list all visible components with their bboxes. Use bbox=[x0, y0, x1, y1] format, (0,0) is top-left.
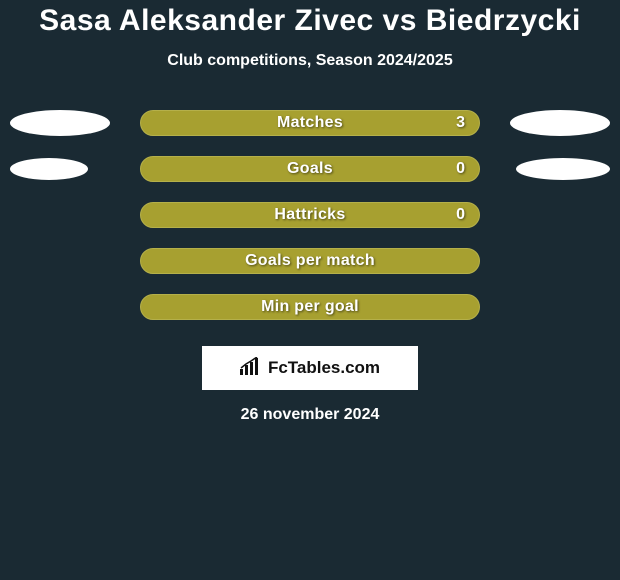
page-subtitle: Club competitions, Season 2024/2025 bbox=[0, 52, 620, 70]
comparison-chart: Matches3Goals0Hattricks0Goals per matchM… bbox=[0, 100, 620, 330]
stat-bar: Matches3 bbox=[140, 110, 480, 136]
player-right-ellipse bbox=[516, 158, 610, 180]
stat-row: Hattricks0 bbox=[0, 192, 620, 238]
player-right-ellipse bbox=[510, 110, 610, 136]
brand-chart-icon bbox=[240, 357, 262, 380]
brand-box: FcTables.com bbox=[202, 346, 418, 390]
stat-label: Goals bbox=[141, 160, 479, 178]
stat-bar: Goals per match bbox=[140, 248, 480, 274]
stat-bar: Min per goal bbox=[140, 294, 480, 320]
stat-label: Matches bbox=[141, 114, 479, 132]
stat-bar: Hattricks0 bbox=[140, 202, 480, 228]
stat-row: Goals0 bbox=[0, 146, 620, 192]
stat-bar: Goals0 bbox=[140, 156, 480, 182]
brand-text: FcTables.com bbox=[268, 358, 380, 378]
stat-value: 0 bbox=[456, 206, 465, 224]
page-title: Sasa Aleksander Zivec vs Biedrzycki bbox=[0, 0, 620, 38]
page-root: Sasa Aleksander Zivec vs Biedrzycki Club… bbox=[0, 0, 620, 580]
player-left-ellipse bbox=[10, 158, 88, 180]
stat-value: 3 bbox=[456, 114, 465, 132]
date-line: 26 november 2024 bbox=[0, 406, 620, 424]
stat-row: Min per goal bbox=[0, 284, 620, 330]
stat-label: Goals per match bbox=[141, 252, 479, 270]
stat-label: Min per goal bbox=[141, 298, 479, 316]
player-left-ellipse bbox=[10, 110, 110, 136]
stat-row: Matches3 bbox=[0, 100, 620, 146]
stat-label: Hattricks bbox=[141, 206, 479, 224]
stat-value: 0 bbox=[456, 160, 465, 178]
stat-row: Goals per match bbox=[0, 238, 620, 284]
